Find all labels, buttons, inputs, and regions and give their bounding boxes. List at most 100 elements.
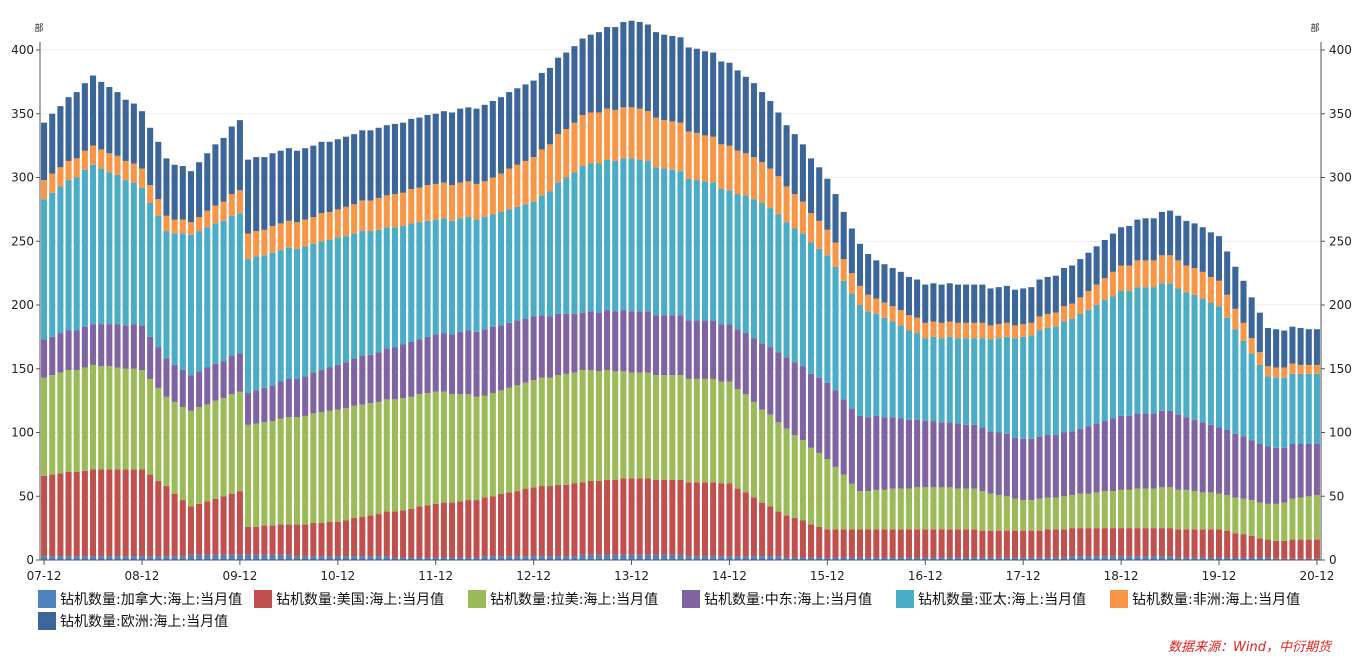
bar-segment-series-5	[57, 167, 64, 187]
bar-segment-series-0	[522, 556, 529, 560]
bar-segment-series-5	[987, 325, 994, 340]
bar-segment-series-4	[1069, 319, 1076, 432]
bar-segment-series-1	[563, 484, 570, 557]
bar-segment-series-6	[1264, 327, 1271, 367]
bar-segment-series-4	[604, 159, 611, 311]
bar-segment-series-2	[400, 398, 407, 511]
bar-segment-series-5	[73, 158, 80, 178]
bar-segment-series-4	[1012, 338, 1019, 438]
bar-segment-series-3	[1126, 415, 1133, 490]
bar-segment-series-3	[856, 415, 864, 492]
bar-segment-series-6	[114, 92, 121, 156]
bar-segment-series-3	[391, 347, 398, 400]
bar-segment-series-2	[750, 401, 757, 498]
bar-segment-series-2	[644, 372, 651, 479]
y-tick-label-right: 250	[1329, 234, 1352, 248]
bar-segment-series-6	[954, 284, 961, 323]
bar-segment-series-4	[579, 166, 586, 313]
bar-segment-series-4	[1281, 377, 1288, 448]
y-tick-label-right: 150	[1329, 362, 1352, 376]
bar-segment-series-3	[522, 319, 529, 383]
bar-segment-series-6	[1020, 288, 1027, 325]
bar-segment-series-4	[408, 223, 415, 342]
bar-segment-series-5	[302, 219, 309, 247]
bar-segment-series-1	[489, 496, 496, 557]
bar-segment-series-1	[579, 482, 586, 555]
bar-segment-series-6	[187, 171, 194, 223]
bar-segment-series-4	[905, 330, 912, 420]
bar-segment-series-0	[245, 554, 252, 560]
bar-segment-series-2	[73, 370, 80, 473]
bar-segment-series-5	[285, 220, 292, 248]
x-tick-label: 20-12	[1299, 569, 1334, 583]
bar-segment-series-4	[620, 158, 627, 311]
bar-segment-series-0	[334, 556, 341, 560]
bar-segment-series-6	[1158, 211, 1165, 256]
bar-segment-series-3	[1158, 410, 1165, 488]
bar-segment-series-3	[1240, 436, 1247, 499]
bar-segment-series-5	[408, 188, 415, 224]
bar-segment-series-6	[138, 111, 146, 169]
bar-segment-series-1	[228, 493, 235, 555]
bar-segment-series-1	[245, 526, 252, 555]
bar-segment-series-6	[963, 284, 970, 323]
bar-segment-series-5	[122, 160, 129, 181]
bar-segment-series-4	[783, 222, 790, 358]
bar-segment-series-1	[530, 487, 537, 557]
bar-segment-series-3	[693, 320, 700, 379]
bar-segment-series-2	[718, 381, 725, 484]
bar-segment-series-6	[1142, 218, 1149, 261]
bar-segment-series-5	[571, 122, 578, 173]
bar-segment-series-2	[114, 367, 121, 470]
bar-segment-series-3	[865, 417, 872, 492]
bar-segment-series-4	[636, 159, 643, 312]
bar-segment-series-1	[620, 478, 627, 555]
bar-segment-series-2	[1044, 497, 1051, 530]
bar-segment-series-4	[1240, 340, 1247, 437]
bar-segment-series-5	[1248, 338, 1255, 354]
bar-segment-series-6	[669, 35, 676, 122]
bar-segment-series-3	[489, 326, 496, 393]
y-tick-label-right: 0	[1329, 553, 1337, 567]
bar-segment-series-4	[473, 219, 480, 332]
bar-segment-series-6	[294, 150, 301, 223]
bar-segment-series-2	[1093, 492, 1100, 529]
bar-segment-series-4	[228, 215, 235, 356]
bar-segment-series-6	[1273, 329, 1280, 368]
bar-segment-series-3	[1134, 413, 1141, 489]
y-tick-label-right: 100	[1329, 426, 1352, 440]
bar-segment-series-1	[334, 521, 341, 557]
bar-segment-series-3	[408, 341, 415, 397]
bar-segment-series-0	[881, 557, 888, 560]
bar-segment-series-6	[644, 24, 651, 112]
bar-segment-series-1	[277, 524, 284, 555]
bar-segment-series-4	[187, 234, 194, 376]
x-tick-label: 16-12	[908, 569, 943, 583]
bar-segment-series-1	[612, 479, 619, 555]
bar-segment-series-4	[163, 231, 170, 359]
bar-segment-series-1	[359, 516, 366, 557]
bar-segment-series-3	[269, 385, 276, 422]
bar-segment-series-5	[995, 324, 1002, 339]
bar-segment-series-3	[971, 424, 978, 489]
bar-segment-series-0	[220, 554, 227, 560]
bar-segment-series-2	[848, 483, 855, 530]
bar-segment-series-5	[391, 194, 398, 228]
bar-segment-series-5	[791, 194, 798, 229]
bar-segment-series-5	[163, 215, 170, 232]
bar-segment-series-6	[342, 136, 349, 207]
bar-segment-series-3	[1052, 435, 1059, 498]
bar-segment-series-4	[759, 203, 766, 344]
bar-segment-series-2	[889, 488, 896, 530]
bar-segment-series-4	[816, 248, 823, 378]
bar-segment-series-5	[938, 322, 945, 339]
bar-segment-series-2	[710, 378, 717, 483]
bar-segment-series-0	[1232, 557, 1239, 560]
bar-segment-series-1	[856, 529, 864, 558]
bar-segment-series-0	[449, 557, 456, 560]
bar-segment-series-4	[653, 167, 660, 316]
bar-segment-series-0	[914, 557, 921, 560]
bar-segment-series-6	[1256, 312, 1263, 353]
bar-segment-series-5	[326, 211, 333, 240]
bar-segment-series-5	[750, 157, 757, 200]
